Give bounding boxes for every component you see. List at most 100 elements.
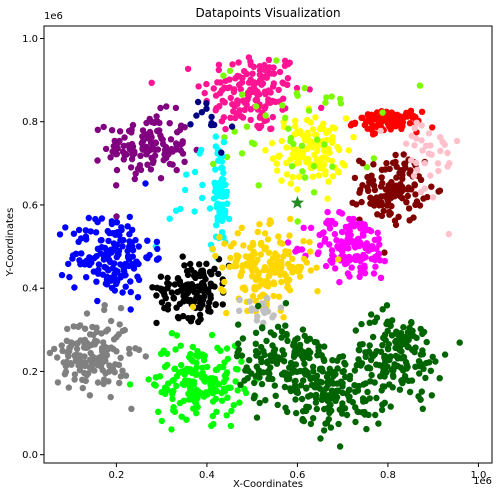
data-point	[366, 342, 373, 349]
data-point	[348, 264, 355, 271]
data-point	[415, 393, 422, 400]
data-point	[254, 256, 261, 264]
data-point	[236, 81, 243, 89]
data-point	[129, 246, 137, 254]
data-point	[59, 347, 66, 355]
data-point	[359, 182, 366, 189]
data-point	[283, 171, 291, 178]
data-point	[270, 331, 278, 339]
data-point	[203, 100, 210, 107]
data-point	[170, 387, 177, 395]
x-tick-label: 1.0	[470, 470, 486, 481]
data-point	[368, 255, 375, 262]
data-point	[248, 139, 256, 146]
data-point	[314, 136, 321, 143]
data-point	[282, 114, 289, 122]
data-point	[126, 213, 133, 221]
data-point	[229, 61, 236, 68]
data-point	[227, 243, 235, 250]
data-point	[144, 161, 151, 168]
data-point	[58, 342, 65, 349]
data-point	[320, 356, 327, 363]
data-point	[56, 231, 64, 238]
data-point	[256, 114, 264, 121]
data-point	[192, 399, 200, 407]
y-tick-label: 0.6	[22, 200, 38, 211]
data-point	[216, 183, 223, 190]
data-point	[323, 385, 330, 392]
data-point	[179, 140, 186, 147]
data-point	[339, 389, 346, 397]
data-point	[340, 367, 347, 375]
data-point	[289, 255, 296, 262]
data-point	[77, 359, 85, 366]
data-point	[280, 253, 287, 260]
data-point	[388, 202, 395, 210]
data-point	[94, 379, 102, 386]
data-point	[168, 145, 175, 153]
data-point	[184, 271, 192, 279]
data-point	[373, 109, 381, 116]
data-point	[263, 337, 270, 345]
data-point	[362, 349, 369, 356]
data-point	[325, 221, 333, 228]
data-point	[363, 118, 370, 126]
data-point	[180, 381, 188, 389]
data-point	[407, 107, 415, 115]
data-point	[74, 340, 81, 347]
data-point	[173, 382, 180, 389]
data-point	[417, 360, 425, 368]
data-point	[381, 249, 388, 256]
data-point	[294, 245, 301, 252]
data-point	[358, 220, 366, 227]
data-point	[51, 345, 58, 353]
data-point	[262, 397, 269, 404]
data-point	[138, 140, 145, 147]
data-point	[208, 119, 215, 127]
data-point	[183, 171, 190, 178]
data-point	[318, 365, 325, 372]
data-point	[351, 367, 359, 374]
data-point	[238, 91, 246, 98]
data-point	[203, 105, 210, 112]
data-point	[310, 368, 317, 375]
data-point	[307, 349, 314, 356]
data-point	[414, 166, 421, 173]
data-point	[132, 170, 139, 177]
data-point	[292, 377, 299, 385]
data-point	[181, 124, 188, 131]
data-point	[224, 200, 231, 207]
data-point	[82, 377, 90, 385]
data-point	[63, 325, 71, 333]
data-point	[84, 343, 92, 351]
data-point	[234, 387, 241, 394]
data-point	[117, 373, 125, 380]
data-point	[120, 236, 127, 244]
data-point	[400, 324, 407, 331]
data-point	[252, 103, 260, 110]
data-point	[402, 358, 410, 366]
data-point	[177, 147, 184, 154]
data-point	[338, 228, 346, 236]
data-point	[369, 333, 377, 341]
data-point	[170, 294, 177, 301]
centroid-star-marker	[290, 195, 305, 209]
data-point	[221, 240, 228, 247]
data-point	[220, 385, 228, 392]
data-point	[104, 227, 112, 235]
data-point	[359, 114, 366, 122]
data-point	[381, 360, 389, 367]
data-point	[371, 379, 378, 386]
data-point	[251, 79, 258, 86]
data-point	[258, 380, 266, 388]
data-point	[328, 247, 336, 254]
data-point	[358, 198, 365, 206]
data-point	[406, 120, 414, 127]
data-point	[241, 377, 248, 384]
data-point	[270, 280, 278, 288]
data-point	[403, 199, 410, 206]
data-point	[217, 79, 224, 86]
data-point	[370, 161, 377, 168]
data-point	[230, 402, 237, 409]
